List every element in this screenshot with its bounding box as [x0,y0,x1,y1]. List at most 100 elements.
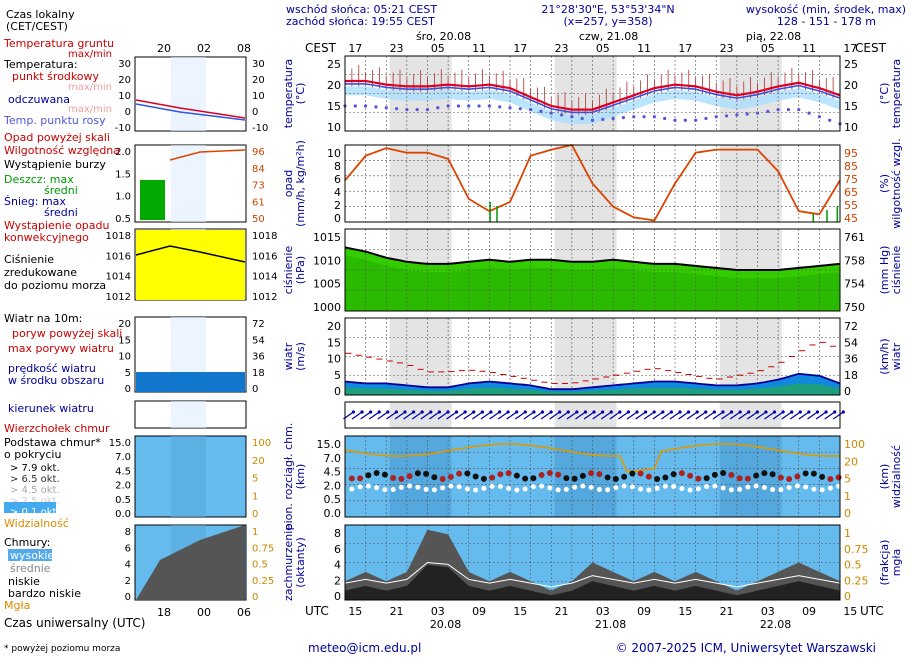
legend-tick: 73 [252,181,265,192]
precip-r-tick: 55 [844,199,858,212]
precip-l-tick: 8 [334,160,341,173]
legend-wind-mean: prędkość wiatru w środku obszaru [8,362,104,387]
legend-tick: 7.0 [115,452,131,463]
wind-arrow-head [394,410,399,414]
cloud-base-dot [720,470,727,477]
wind-arrow-head [454,410,459,414]
wind-arrow [643,411,655,420]
cover-l-tick: 0 [334,590,341,603]
dew-point-dot [580,116,584,121]
cloud-base-dot [835,474,842,481]
dew-point-dot [477,104,481,108]
cloud-low-dot [431,487,437,493]
cloud-low-dot [530,484,536,490]
cloud-base-dot [373,470,380,477]
legend-wind-dir: kierunek wiatru [8,402,94,415]
cloud-low-dot [506,485,512,491]
wind-arrow-head [747,410,751,414]
rain-bar-0 [489,202,491,222]
cloud-low-dot [588,484,594,490]
dew-point-dot [539,109,543,113]
cloud-low-dot [671,483,677,489]
temp-l-tick: 20 [327,79,341,92]
legend-okt: > 2.5 okt. [10,496,60,507]
legend-tick: 1016 [106,251,131,262]
cloud-low-dot [745,484,751,490]
legend-tick: 0 [125,592,131,603]
cloud-l-tick: 2.0 [324,479,342,492]
cloud-high-line [344,561,841,588]
legend-low: niskie [8,575,40,588]
cest-label-left: CEST [305,41,337,55]
cloud-base-dot [456,470,463,477]
cest-hour: 17 [843,42,857,55]
wind-arrow [549,411,561,420]
legend-temp-line [135,99,246,119]
dew-point-dot [601,117,605,121]
legend-tick: 15.0 [109,438,131,449]
cloud-low-dot [357,484,363,490]
wind-arrow [437,411,449,420]
legend-tick: 5 [252,474,258,485]
legend-snow-max: Śnieg: max [4,195,66,208]
dew-point-dot [817,115,821,119]
day-top-label: pią, 22.08 [746,30,801,43]
wind-arrow [609,411,621,420]
dew-point-dot [724,114,729,118]
legend-tick: 4 [125,560,131,571]
cloud-low-dot [555,487,561,493]
cloud-low-dot [398,484,404,490]
legend-okt: > 0.1 okt. [10,507,60,518]
wind-arrow-head [360,410,364,414]
cloud-base-dot [538,472,545,479]
legend-tick: 96 [252,147,265,158]
cloud-low-dot [679,486,685,492]
wind-arrow [540,411,552,420]
legend-tick: 10 [252,91,265,102]
axis-label-l: opad(mm/h, kg/m²h) [282,140,307,227]
dew-point-dot [518,107,522,111]
cloud-base-dot [629,470,636,477]
dew-point-dot [632,115,636,119]
legend-temp-ground-sub: max/min [68,49,112,60]
wind-arrow-head [437,410,441,414]
rain-bar-2 [826,210,828,222]
cest-hour: 17 [513,42,527,55]
sunset-text: zachód słońca: 19:55 CEST [286,15,435,28]
precip-r-tick: 75 [844,173,858,186]
wind-l-tick: 10 [327,353,341,366]
dew-point-dot [487,104,491,108]
cloud-r-tick: 20 [844,455,858,468]
wind-arrow-head [583,410,588,414]
axis-label-l: zachmurzenie(oktanty) [282,524,307,601]
legend-high-bg [8,549,52,561]
legend-mm2: max/min [68,104,112,115]
utc-hour: 15 [843,605,857,618]
cloud-r-tick: 1 [844,490,851,503]
wind-arrow-head [824,410,828,414]
legend-cloud-fill [136,525,245,600]
cloud-low-dot [654,485,660,491]
perceived-band [345,86,840,124]
cloud-low-dot [770,487,776,493]
day-bottom-label: 20.08 [430,618,462,631]
wind-arrow [386,411,397,420]
wind-arrow-head [497,410,502,414]
legend-tick: 72 [252,319,265,330]
press-l-tick: 1010 [313,254,341,267]
wind-arrow [721,411,732,420]
wind-arrow-head [652,410,656,414]
cloud-low-dot [547,485,553,491]
cest-hour: 17 [678,42,692,55]
cover-border [344,524,841,601]
cloud-low-dot [374,485,380,491]
dew-point-dot [663,116,667,121]
utc-hour: 21 [720,605,734,618]
utc-hour: 15 [348,605,362,618]
legend-tick: 100 [252,438,271,449]
utc-hour: 09 [472,605,486,618]
wind-arrow [746,411,758,420]
dew-point-dot [807,111,811,115]
cloud-low-dot [638,486,644,492]
